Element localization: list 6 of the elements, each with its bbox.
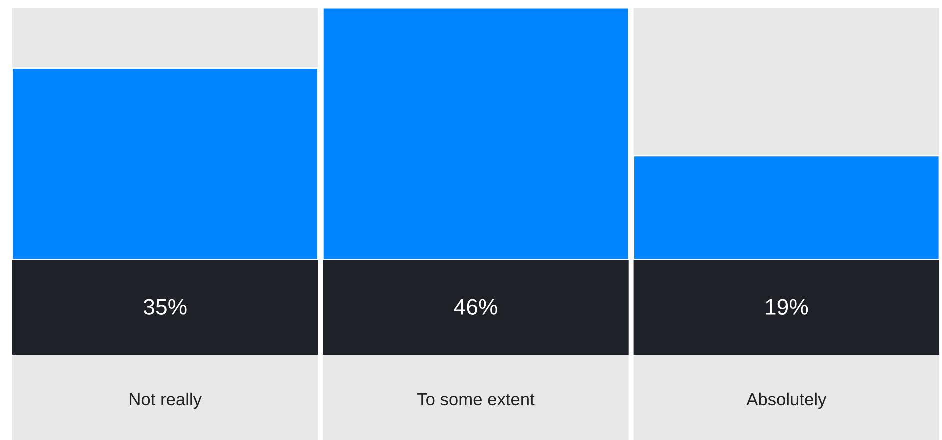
data-label: 35% (144, 299, 187, 315)
data-label: 19% (766, 299, 808, 315)
data-label: 46% (454, 299, 498, 315)
x-tick-label: Absolutely (746, 392, 827, 410)
x-tick-label: Not really (130, 392, 202, 410)
x-tick-label: To some extent (418, 394, 535, 406)
